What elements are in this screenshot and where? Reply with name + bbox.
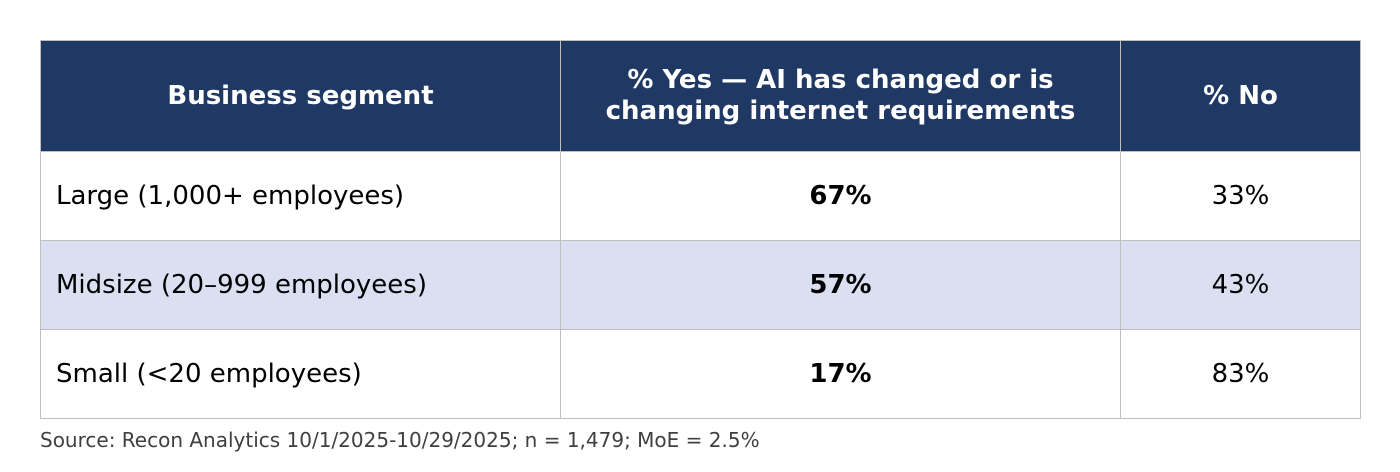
yes-cell: 57% [560,240,1121,330]
header-row: Business segment% Yes — AI has changed o… [40,40,1361,152]
header-cell: Business segment [40,40,561,152]
no-cell: 83% [1120,329,1361,419]
header-cell: % No [1120,40,1361,152]
table-row: Midsize (20–999 employees) 57% 43% [40,240,1361,330]
segment-cell: Midsize (20–999 employees) [40,240,561,330]
table-row: Large (1,000+ employees) 67% 33% [40,151,1361,241]
table-body: Large (1,000+ employees) 67% 33% Midsize (2… [40,151,1361,419]
source-note: Source: Recon Analytics 10/1/2025-10/29/… [40,428,760,452]
header-cell: % Yes — AI has changed or is changing in… [560,40,1121,152]
table-row: Small (<20 employees) 17% 83% [40,329,1361,419]
segment-cell: Large (1,000+ employees) [40,151,561,241]
data-table: Business segment% Yes — AI has changed o… [40,40,1361,419]
yes-cell: 67% [560,151,1121,241]
yes-cell: 17% [560,329,1121,419]
no-cell: 43% [1120,240,1361,330]
segment-cell: Small (<20 employees) [40,329,561,419]
table-header: Business segment% Yes — AI has changed o… [40,40,1361,152]
no-cell: 33% [1120,151,1361,241]
